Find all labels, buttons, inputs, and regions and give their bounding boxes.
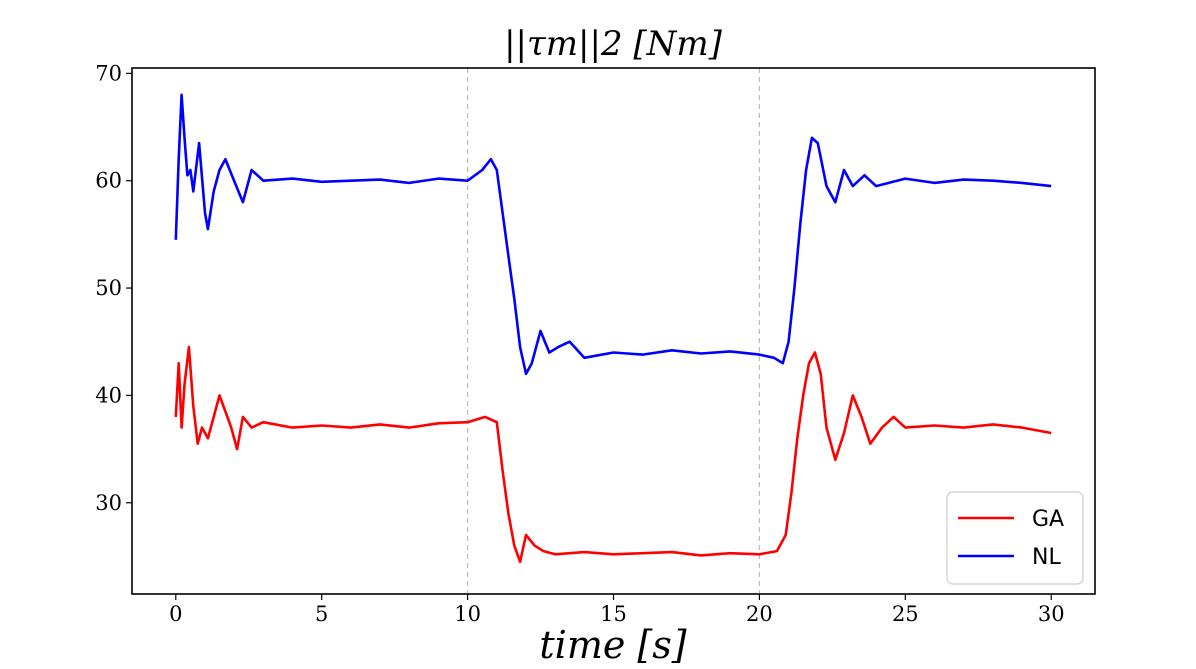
legend: GA NL xyxy=(946,491,1084,585)
chart-title: ||τm||2 [Nm] xyxy=(504,24,723,64)
x-tick-label: 0 xyxy=(169,602,182,626)
y-ticks: 30 40 50 60 70 xyxy=(95,61,132,515)
legend-label-ga: GA xyxy=(1032,507,1064,532)
series-line-ga xyxy=(174,345,1052,564)
y-tick-label: 40 xyxy=(95,383,122,407)
x-tick-label: 20 xyxy=(746,602,773,626)
x-axis-label: time [s] xyxy=(539,623,686,667)
series-group xyxy=(174,93,1052,564)
x-ticks: 0 5 10 15 20 25 30 xyxy=(169,594,1065,626)
x-tick-label: 25 xyxy=(892,602,919,626)
vline-group xyxy=(466,68,761,594)
y-tick-label: 30 xyxy=(95,491,122,515)
x-tick-label: 5 xyxy=(315,602,328,626)
y-tick-label: 50 xyxy=(95,276,122,300)
x-tick-label: 30 xyxy=(1038,602,1065,626)
legend-box xyxy=(946,491,1084,585)
y-tick-label: 60 xyxy=(95,169,122,193)
series-line-nl xyxy=(174,93,1052,376)
x-tick-label: 10 xyxy=(454,602,481,626)
y-tick-label: 70 xyxy=(95,61,122,85)
legend-label-nl: NL xyxy=(1032,545,1061,570)
x-tick-label: 15 xyxy=(600,602,627,626)
